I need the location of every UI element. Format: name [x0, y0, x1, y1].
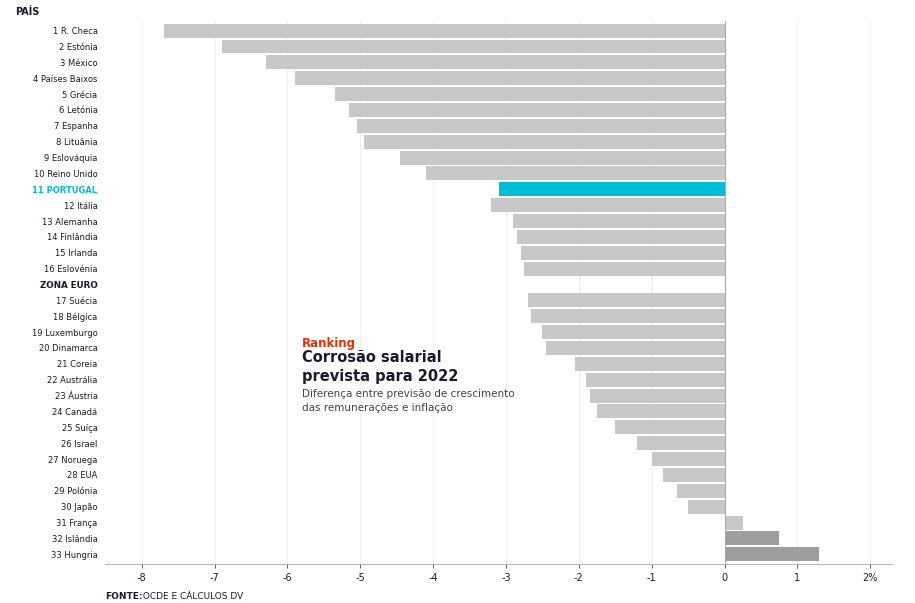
Bar	[590, 388, 725, 403]
Bar	[677, 484, 725, 498]
Bar	[532, 309, 725, 323]
Bar	[400, 151, 725, 165]
Bar	[576, 357, 725, 371]
Bar	[491, 198, 725, 212]
Bar	[725, 548, 819, 561]
Bar	[615, 420, 725, 434]
Bar	[651, 452, 725, 466]
Bar	[543, 325, 725, 339]
Bar	[221, 40, 725, 54]
Text: FONTE:: FONTE:	[105, 592, 143, 601]
Bar	[265, 55, 725, 69]
Bar	[587, 373, 725, 387]
Bar	[513, 214, 725, 228]
Bar	[499, 182, 725, 197]
Bar	[662, 468, 725, 482]
Bar	[528, 294, 725, 308]
Text: Corrosão salarial
prevista para 2022: Corrosão salarial prevista para 2022	[302, 350, 458, 384]
Text: PAÍS: PAÍS	[15, 7, 39, 17]
Bar	[295, 71, 725, 85]
Text: OCDE E CÁLCULOS DV: OCDE E CÁLCULOS DV	[140, 592, 243, 601]
Bar	[725, 516, 743, 529]
Bar	[364, 134, 725, 149]
Bar	[597, 405, 725, 418]
Text: Diferença entre previsão de crescimento
das remunerações e inflação: Diferença entre previsão de crescimento …	[302, 390, 514, 413]
Bar	[357, 119, 725, 133]
Text: Ranking: Ranking	[302, 337, 356, 350]
Bar	[521, 246, 725, 260]
Bar	[524, 262, 725, 276]
Bar	[725, 531, 780, 545]
Bar	[637, 436, 725, 450]
Bar	[517, 230, 725, 244]
Bar	[335, 87, 725, 101]
Bar	[546, 341, 725, 355]
Bar	[164, 24, 725, 37]
Bar	[688, 500, 725, 514]
Bar	[425, 166, 725, 180]
Bar	[350, 103, 725, 117]
